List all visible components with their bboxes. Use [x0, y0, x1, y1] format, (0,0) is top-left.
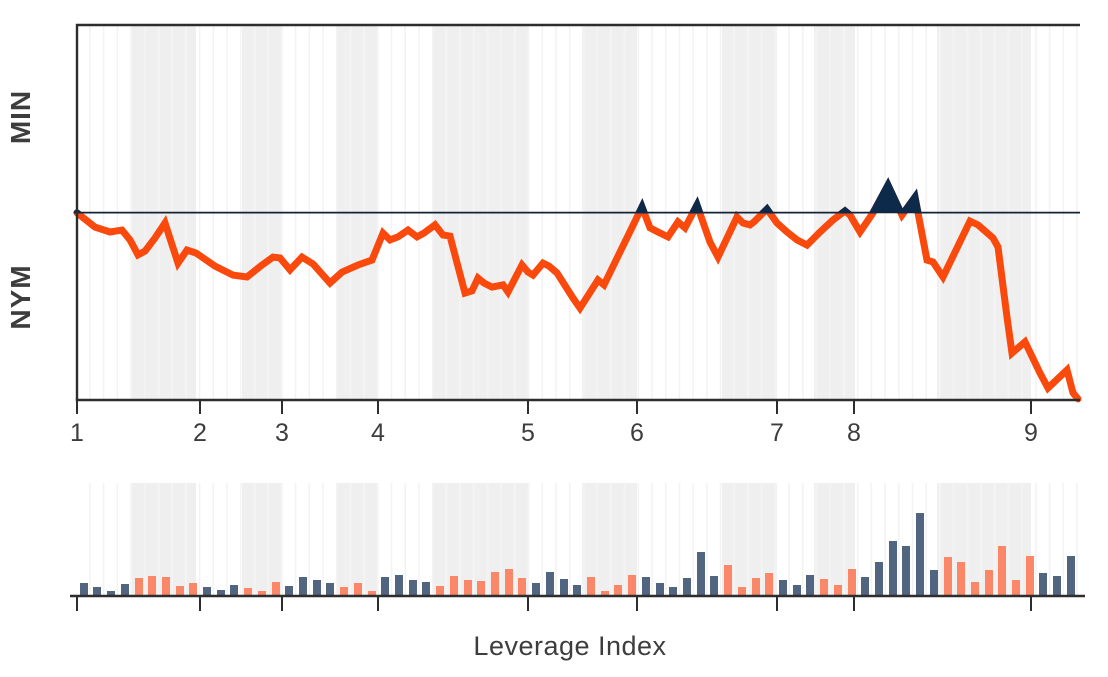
leverage-bar-nym	[244, 588, 252, 596]
leverage-bar-min	[1039, 573, 1047, 596]
leverage-bar-min	[1067, 556, 1075, 596]
leverage-bar-nym	[752, 578, 760, 596]
leverage-bar-nym	[148, 576, 156, 596]
leverage-bar-nym	[834, 585, 842, 596]
x-axis-tick-label: 4	[371, 419, 385, 447]
leverage-bar-min	[793, 585, 801, 596]
leverage-bar-nym	[587, 577, 595, 596]
leverage-bar-nym	[1026, 556, 1034, 596]
leverage-bar-nym	[944, 557, 952, 596]
leverage-bar-nym	[176, 586, 184, 596]
leverage-bar-min	[217, 590, 225, 596]
leverage-bar-min	[107, 591, 115, 596]
leverage-bar-min	[532, 583, 540, 596]
leverage-bar-min	[326, 583, 334, 596]
leverage-bar-nym	[820, 579, 828, 596]
leverage-bar-min	[313, 580, 321, 596]
leverage-bar-nym	[1012, 580, 1020, 596]
leverage-bar-nym	[258, 591, 266, 596]
plot-frame	[75, 23, 1080, 400]
leverage-bar-nym	[477, 581, 485, 596]
leverage-bar-min	[916, 513, 924, 596]
leverage-bar-min	[203, 587, 211, 596]
play-grid-mini	[77, 483, 1080, 596]
leverage-bar-min	[902, 546, 910, 596]
leverage-bar-min	[381, 577, 389, 596]
leverage-bar-nym	[724, 565, 732, 596]
leverage-bar-min	[422, 582, 430, 596]
leverage-bar-min	[573, 585, 581, 596]
leverage-bar-min	[1053, 576, 1061, 596]
leverage-bar-nym	[505, 569, 513, 596]
leverage-bar-nym	[628, 575, 636, 596]
leverage-bar-nym	[340, 587, 348, 596]
leverage-bar-nym	[765, 573, 773, 596]
leverage-bar-nym	[848, 569, 856, 596]
leverage-bar-nym	[189, 583, 197, 596]
x-axis-title: Leverage Index	[473, 631, 667, 661]
leverage-bar-min	[409, 580, 417, 596]
leverage-bar-nym	[491, 572, 499, 596]
leverage-bar-min	[546, 572, 554, 596]
leverage-bar-nym	[985, 570, 993, 596]
leverage-bar-nym	[162, 577, 170, 596]
leverage-bar-min	[230, 585, 238, 596]
half-inning-band-mini	[937, 483, 1031, 596]
leverage-bar-min	[697, 552, 705, 596]
x-axis-tick-label: 5	[521, 419, 535, 447]
x-axis-tick-label: 9	[1024, 419, 1038, 447]
leverage-bar-nym	[464, 580, 472, 596]
leverage-bar-min	[656, 583, 664, 596]
leverage-bar-nym	[354, 583, 362, 596]
leverage-bar-min	[861, 577, 869, 596]
leverage-bar-nym	[368, 591, 376, 596]
x-axis-tick-label: 3	[275, 419, 289, 447]
leverage-bar-nym	[998, 546, 1006, 596]
x-axis-tick-label: 2	[193, 419, 207, 447]
leverage-bar-min	[299, 577, 307, 596]
win-probability-min-overlay	[73, 177, 1080, 214]
leverage-bar-min	[806, 575, 814, 596]
leverage-bar-min	[710, 576, 718, 596]
leverage-bar-min	[875, 562, 883, 596]
leverage-bar-nym	[614, 585, 622, 596]
x-axis-tick-label: 6	[630, 419, 644, 447]
leverage-bar-min	[121, 584, 129, 596]
x-axis-tick-label: 1	[70, 419, 84, 447]
leverage-bar-min	[930, 570, 938, 596]
leverage-bar-min	[683, 578, 691, 596]
leverage-bar-nym	[738, 587, 746, 596]
leverage-bar-nym	[971, 582, 979, 596]
leverage-bar-nym	[957, 562, 965, 596]
half-inning-band-mini	[242, 483, 282, 596]
x-axis-tick-label: 8	[847, 419, 861, 447]
leverage-bar-min	[889, 541, 897, 596]
leverage-bar-min	[80, 583, 88, 596]
half-inning-band-mini	[432, 483, 528, 596]
team-label-nym: NYM	[5, 264, 36, 330]
leverage-bar-min	[395, 575, 403, 596]
half-inning-band-mini	[337, 483, 378, 596]
leverage-bar-nym	[601, 591, 609, 596]
leverage-bar-min	[779, 580, 787, 596]
leverage-bar-nym	[450, 576, 458, 596]
leverage-bar-min	[669, 587, 677, 596]
leverage-bar-min	[560, 579, 568, 596]
team-label-min: MIN	[5, 89, 36, 145]
leverage-bar-min	[285, 586, 293, 596]
leverage-bar-nym	[518, 578, 526, 596]
leverage-bar-nym	[272, 582, 280, 596]
leverage-bar-nym	[135, 578, 143, 596]
leverage-bar-min	[642, 577, 650, 596]
leverage-bar-min	[93, 587, 101, 596]
x-axis-tick-label: 7	[770, 419, 784, 447]
leverage-bar-nym	[436, 586, 444, 596]
